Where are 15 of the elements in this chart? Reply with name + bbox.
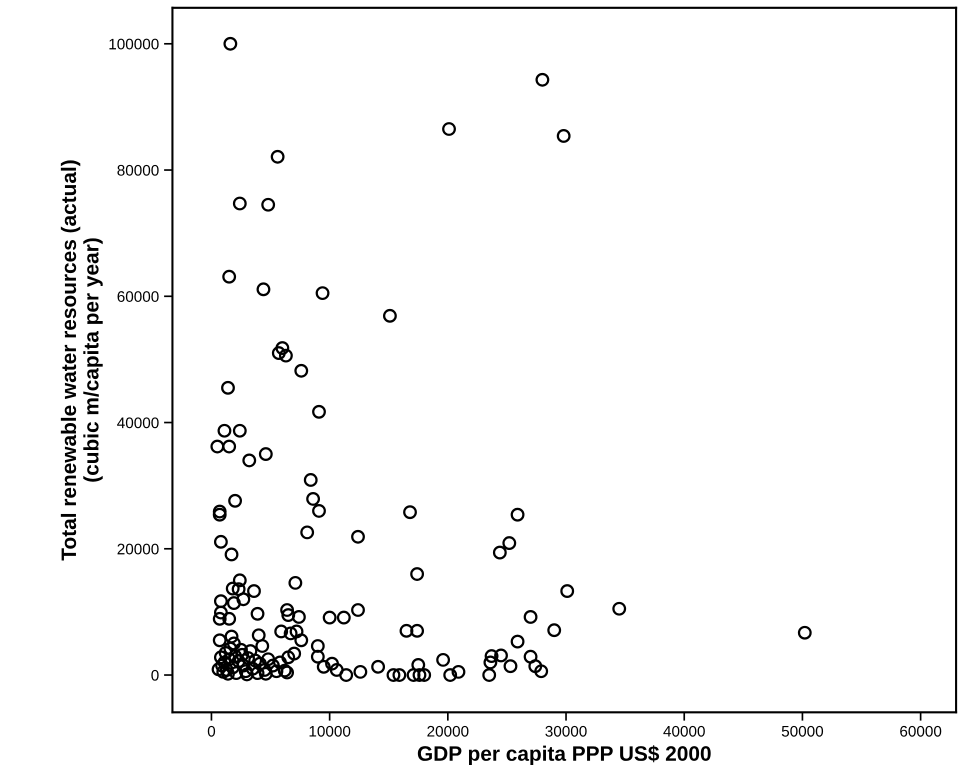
y-tick-label: 60000 xyxy=(118,291,159,302)
x-tick-label: 40000 xyxy=(663,726,705,737)
x-tick-label: 10000 xyxy=(310,726,350,737)
y-tick-label: 80000 xyxy=(117,164,159,176)
x-tick-label: 0 xyxy=(208,726,216,737)
x-tick-label: 50000 xyxy=(782,726,824,737)
y-tick-label: 0 xyxy=(151,670,159,681)
y-tick-label: 20000 xyxy=(118,544,159,554)
x-tick-label: 60000 xyxy=(900,726,942,737)
y-tick-label: 100000 xyxy=(109,38,159,50)
y-tick-label: 40000 xyxy=(117,417,159,428)
y-axis-title: Total renewable water resources (actual) (cubic m/capita per year) xyxy=(60,160,103,560)
x-axis-title: GDP per capita PPP US$ 2000 xyxy=(418,745,711,766)
x-tick-label: 20000 xyxy=(427,726,468,737)
x-tick-label: 30000 xyxy=(545,726,587,737)
